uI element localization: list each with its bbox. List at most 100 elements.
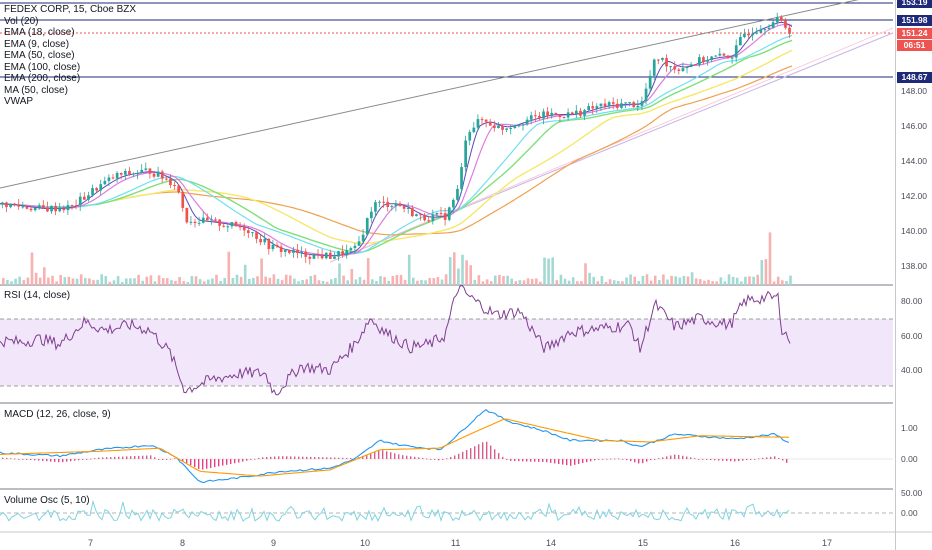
- rsi-title[interactable]: RSI (14, close): [4, 290, 71, 301]
- macd-title[interactable]: MACD (12, 26, close, 9): [4, 409, 111, 420]
- macd-histogram-bar: [242, 459, 244, 462]
- candle-body: [636, 105, 640, 108]
- symbol-title[interactable]: FEDEX CORP, 15, Cboe BZX: [4, 4, 137, 15]
- volume-osc-title[interactable]: Volume Osc (5, 10): [4, 495, 90, 506]
- candle-body: [542, 111, 545, 119]
- macd-histogram-bar: [478, 444, 480, 459]
- macd-histogram-bar: [594, 459, 596, 461]
- volume-bar: [334, 278, 337, 285]
- volume-bar: [674, 276, 677, 285]
- macd-histogram-bar: [426, 458, 428, 460]
- macd-histogram-bar: [586, 459, 588, 463]
- macd-histogram-bar: [614, 458, 616, 460]
- volume-bar: [239, 276, 243, 285]
- candle-body: [743, 33, 746, 38]
- macd-histogram-bar: [58, 459, 60, 463]
- indicator-ema50[interactable]: EMA (50, close): [4, 50, 75, 61]
- volume-bar: [43, 267, 46, 285]
- macd-histogram-bar: [258, 457, 260, 459]
- candle-body: [267, 238, 271, 249]
- macd-histogram-bar: [18, 458, 20, 460]
- volume-bar: [539, 281, 542, 285]
- macd-histogram-bar: [182, 459, 184, 462]
- candle-body: [480, 119, 484, 121]
- candle-body: [427, 220, 431, 222]
- candle-body: [722, 53, 726, 56]
- candle-body: [488, 121, 492, 126]
- candle-body: [91, 188, 94, 196]
- candle-body: [173, 185, 176, 187]
- candle-body: [509, 128, 513, 130]
- macd-histogram-bar: [306, 456, 308, 459]
- candle-body: [50, 205, 53, 212]
- volume-bar: [22, 280, 26, 285]
- volume-bar: [477, 275, 481, 285]
- volume-bar: [207, 279, 210, 285]
- indicator-ema200[interactable]: EMA (200, close): [4, 73, 81, 84]
- price-tag-level: 151.98: [897, 15, 932, 26]
- rsi-tick: 60.00: [901, 331, 923, 341]
- macd-histogram-bar: [126, 456, 128, 459]
- candle-body: [423, 214, 426, 221]
- volume-bar: [604, 281, 608, 285]
- candle-body: [242, 227, 246, 231]
- macd-histogram-bar: [82, 459, 84, 460]
- volume-bar: [395, 275, 399, 285]
- indicator-vwap[interactable]: VWAP: [4, 96, 34, 107]
- candle-body: [226, 226, 230, 228]
- volume-bar: [248, 278, 251, 285]
- volume-bar: [571, 277, 575, 285]
- candle-body: [42, 205, 45, 208]
- indicator-vol[interactable]: Vol (20): [4, 15, 39, 27]
- macd-histogram-bar: [506, 459, 508, 460]
- macd-histogram-bar: [778, 457, 780, 459]
- volume-bar: [75, 278, 79, 285]
- volume-bar: [448, 257, 452, 285]
- volume-bar: [535, 278, 538, 285]
- candle-body: [505, 128, 508, 130]
- macd-histogram-bar: [606, 458, 608, 460]
- macd-histogram-bar: [618, 458, 620, 460]
- volume-bar: [149, 275, 153, 285]
- macd-histogram-bar: [738, 459, 740, 462]
- candle-body: [370, 211, 373, 219]
- candle-body: [21, 206, 25, 208]
- volume-bar: [313, 274, 317, 285]
- candle-body: [337, 251, 340, 257]
- macd-histogram-bar: [302, 456, 304, 459]
- candle-body: [472, 127, 476, 133]
- macd-histogram-bar: [10, 458, 12, 460]
- macd-histogram-bar: [758, 458, 760, 460]
- volume-bar: [551, 257, 554, 285]
- volume-bar: [166, 278, 169, 285]
- candle-body: [439, 213, 443, 215]
- indicator-ema9[interactable]: EMA (9, close): [4, 38, 70, 50]
- volume-bar: [567, 280, 571, 285]
- candle-body: [189, 221, 193, 223]
- candle-body: [300, 251, 303, 254]
- price-tick: 138.00: [901, 261, 927, 271]
- indicator-ema100[interactable]: EMA (100, close): [4, 61, 81, 73]
- macd-histogram-bar: [106, 457, 108, 459]
- macd-histogram-bar: [46, 459, 48, 462]
- macd-histogram-bar: [446, 458, 448, 460]
- candle-body: [665, 57, 668, 67]
- indicator-ma50[interactable]: MA (50, close): [4, 84, 68, 96]
- candle-body: [497, 125, 500, 129]
- macd-histogram-bar: [326, 457, 328, 459]
- candle-body: [587, 106, 590, 111]
- macd-histogram-bar: [190, 459, 192, 466]
- candle-body: [747, 33, 750, 36]
- candle-body: [349, 248, 353, 251]
- macd-histogram-bar: [562, 459, 564, 465]
- volume-bar: [399, 274, 403, 285]
- indicator-ema18[interactable]: EMA (18, close): [4, 27, 75, 38]
- candle-body: [193, 221, 197, 224]
- macd-histogram-bar: [590, 459, 592, 462]
- volume-bar: [412, 277, 415, 285]
- candle-body: [632, 102, 636, 108]
- macd-histogram-bar: [782, 459, 784, 461]
- volume-bar: [547, 258, 550, 285]
